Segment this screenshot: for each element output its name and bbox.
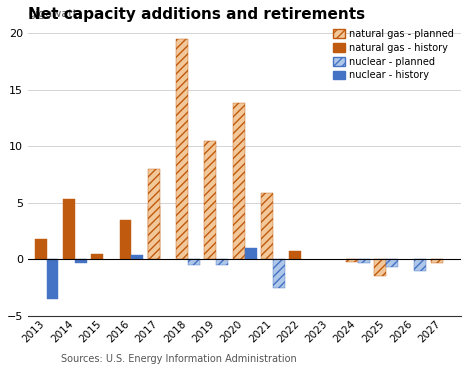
- Bar: [47, 259, 58, 299]
- Bar: [188, 259, 200, 265]
- Bar: [289, 251, 301, 259]
- Bar: [358, 259, 370, 263]
- Bar: [148, 206, 160, 259]
- Bar: [148, 169, 160, 259]
- Bar: [91, 254, 103, 259]
- Bar: [119, 220, 132, 259]
- Bar: [346, 259, 358, 262]
- Bar: [233, 103, 245, 259]
- Bar: [205, 141, 216, 259]
- Bar: [431, 259, 443, 263]
- Bar: [63, 199, 75, 259]
- Bar: [132, 255, 143, 259]
- Bar: [245, 248, 256, 259]
- Bar: [261, 193, 273, 259]
- Legend: natural gas - planned, natural gas - history, nuclear - planned, nuclear - histo: natural gas - planned, natural gas - his…: [331, 27, 456, 82]
- Bar: [386, 259, 398, 267]
- Bar: [176, 39, 188, 259]
- Text: Sources: U.S. Energy Information Administration: Sources: U.S. Energy Information Adminis…: [61, 354, 297, 364]
- Bar: [374, 259, 386, 276]
- Text: Net capacity additions and retirements: Net capacity additions and retirements: [28, 7, 366, 22]
- Bar: [273, 259, 285, 288]
- Bar: [75, 259, 87, 263]
- Bar: [216, 259, 228, 265]
- Bar: [35, 239, 47, 259]
- Text: gigawatt: gigawatt: [28, 9, 77, 19]
- Bar: [414, 259, 426, 271]
